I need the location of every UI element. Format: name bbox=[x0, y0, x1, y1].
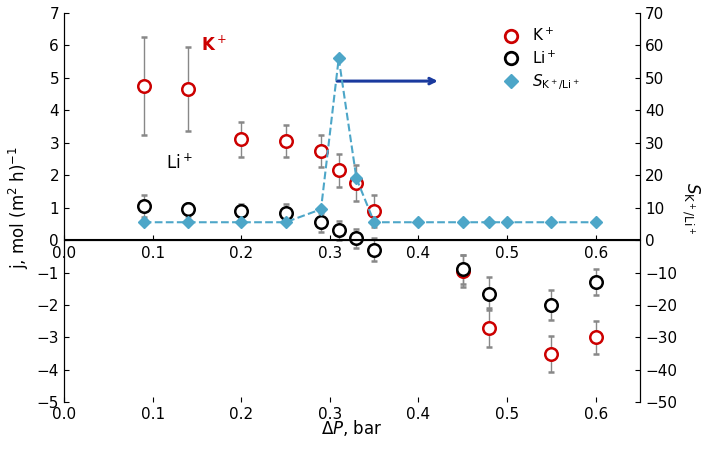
Legend: K$^+$, Li$^+$, $S_{\mathrm{K}^+/\mathrm{Li}^+}$: K$^+$, Li$^+$, $S_{\mathrm{K}^+/\mathrm{… bbox=[489, 21, 586, 98]
Text: Li$^+$: Li$^+$ bbox=[166, 153, 193, 173]
Text: K$^+$: K$^+$ bbox=[201, 35, 227, 54]
Y-axis label: j, mol (m$^2$ h)$^{-1}$: j, mol (m$^2$ h)$^{-1}$ bbox=[7, 146, 31, 269]
X-axis label: $\Delta P$, bar: $\Delta P$, bar bbox=[321, 418, 383, 438]
Y-axis label: $S_{\mathrm{K}^+/\mathrm{Li}^+}$: $S_{\mathrm{K}^+/\mathrm{Li}^+}$ bbox=[681, 182, 702, 234]
